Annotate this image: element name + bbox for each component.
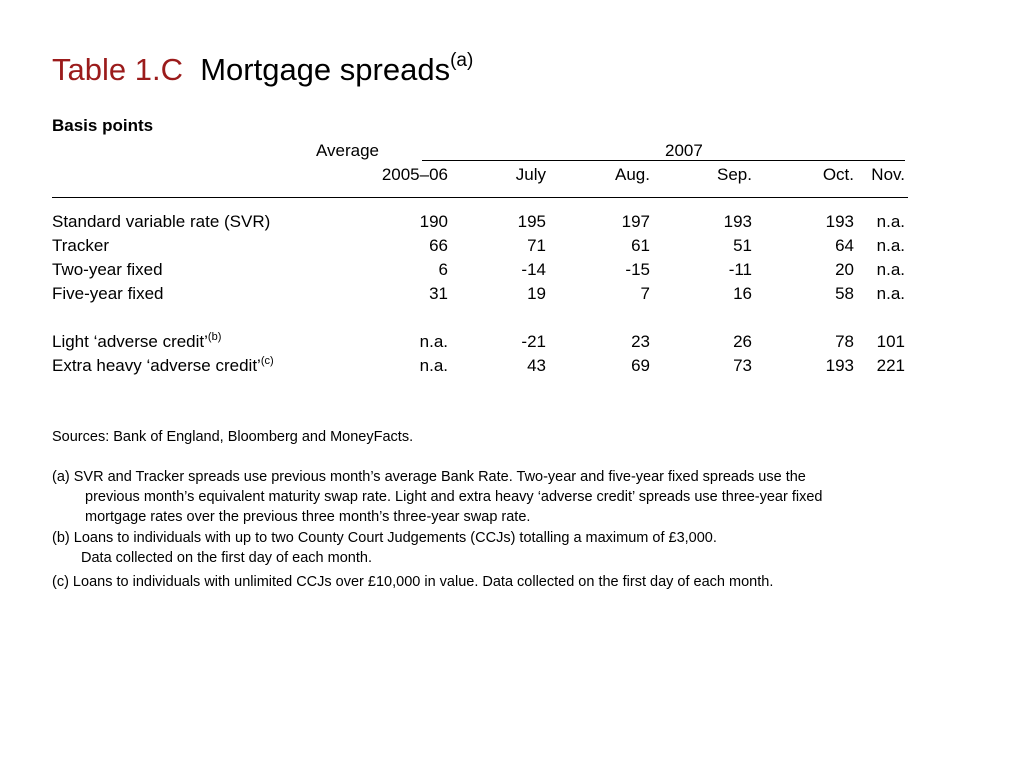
footnote-line: mortgage rates over the previous three m… (85, 509, 531, 525)
table-cell: 64 (835, 236, 854, 255)
table-cell: 190 (419, 212, 448, 231)
table-cell: 78 (835, 332, 854, 351)
column-header: 2005–06 (381, 165, 448, 184)
table-row: Tracker 66 71 61 51 64 n.a. (52, 234, 932, 258)
table-cell: 193 (723, 212, 752, 231)
table-row: Two-year fixed 6 -14 -15 -11 20 n.a. (52, 258, 932, 282)
average-header: Average (316, 141, 380, 160)
table-cell: 58 (835, 284, 854, 303)
table-cell: n.a. (876, 236, 905, 255)
table-cell: 193 (825, 356, 854, 375)
sources-note: Sources: Bank of England, Bloomberg and … (52, 429, 414, 445)
row-label: Two-year fixed (52, 260, 163, 279)
footnote-line: previous month’s equivalent maturity swa… (85, 489, 823, 505)
year-header: 2007 (665, 141, 703, 160)
row-label: Light ‘adverse credit’(b) (52, 331, 222, 352)
column-header: Nov. (871, 165, 905, 184)
column-header-row: 2005–06 July Aug. Sep. Oct. Nov. (52, 163, 932, 187)
header-rule (52, 197, 908, 198)
footnote-line: Data collected on the first day of each … (81, 550, 372, 566)
footnote-line: (b) Loans to individuals with up to two … (52, 530, 717, 546)
table-cell: n.a. (876, 284, 905, 303)
table-cell: 26 (733, 332, 752, 351)
table-cell: 221 (876, 356, 905, 375)
row-label: Five-year fixed (52, 284, 164, 303)
table-cell: 16 (733, 284, 752, 303)
table-row: Extra heavy ‘adverse credit’(c) n.a. 43 … (52, 354, 932, 378)
table-cell: 61 (631, 236, 650, 255)
row-label: Extra heavy ‘adverse credit’(c) (52, 355, 274, 376)
row-footnote-marker: (c) (260, 355, 274, 367)
table-cell: n.a. (876, 212, 905, 231)
table-cell: n.a. (419, 332, 448, 351)
column-header: July (515, 165, 546, 184)
column-header: Oct. (822, 165, 854, 184)
table-title: Mortgage spreads (200, 52, 451, 87)
table-cell: 23 (631, 332, 650, 351)
footnote-a: (a) SVR and Tracker spreads use previous… (52, 467, 822, 527)
year-header-rule (422, 160, 905, 161)
table-cell: 51 (733, 236, 752, 255)
column-header: Aug. (615, 165, 650, 184)
table-cell: 20 (835, 260, 854, 279)
table-row: Five-year fixed 31 19 7 16 58 n.a. (52, 282, 932, 306)
table-cell: -21 (521, 332, 546, 351)
table-cell: 101 (876, 332, 905, 351)
page-title: Table 1.C Mortgage spreads(a) (52, 50, 473, 90)
footnote-line: (c) Loans to individuals with unlimited … (52, 574, 774, 590)
table-cell: 31 (429, 284, 448, 303)
table-cell: -11 (728, 260, 752, 279)
units-label: Basis points (52, 116, 154, 135)
table-cell: n.a. (876, 260, 905, 279)
table-cell: 193 (825, 212, 854, 231)
table-cell: 71 (527, 236, 546, 255)
table-cell: 6 (438, 260, 448, 279)
footnote-b: (b) Loans to individuals with up to two … (52, 528, 717, 568)
table-cell: 43 (527, 356, 546, 375)
table-cell: 197 (621, 212, 650, 231)
table-number: Table 1.C (52, 52, 183, 87)
footnote-line: (a) SVR and Tracker spreads use previous… (52, 469, 806, 485)
row-label: Standard variable rate (SVR) (52, 212, 271, 231)
table-cell: 195 (517, 212, 546, 231)
table-cell: 69 (631, 356, 650, 375)
table-row: Light ‘adverse credit’(b) n.a. -21 23 26… (52, 330, 932, 354)
table-cell: 66 (429, 236, 448, 255)
table-cell: -14 (521, 260, 546, 279)
table-cell: 19 (527, 284, 546, 303)
title-footnote-marker: (a) (450, 50, 474, 71)
table-cell: 73 (733, 356, 752, 375)
row-label: Tracker (52, 236, 109, 255)
footnote-c: (c) Loans to individuals with unlimited … (52, 572, 773, 592)
table-row: Standard variable rate (SVR) 190 195 197… (52, 210, 932, 234)
column-header: Sep. (717, 165, 752, 184)
table-cell: 7 (640, 284, 650, 303)
row-footnote-marker: (b) (207, 331, 222, 343)
table-cell: n.a. (419, 356, 448, 375)
table-cell: -15 (625, 260, 650, 279)
